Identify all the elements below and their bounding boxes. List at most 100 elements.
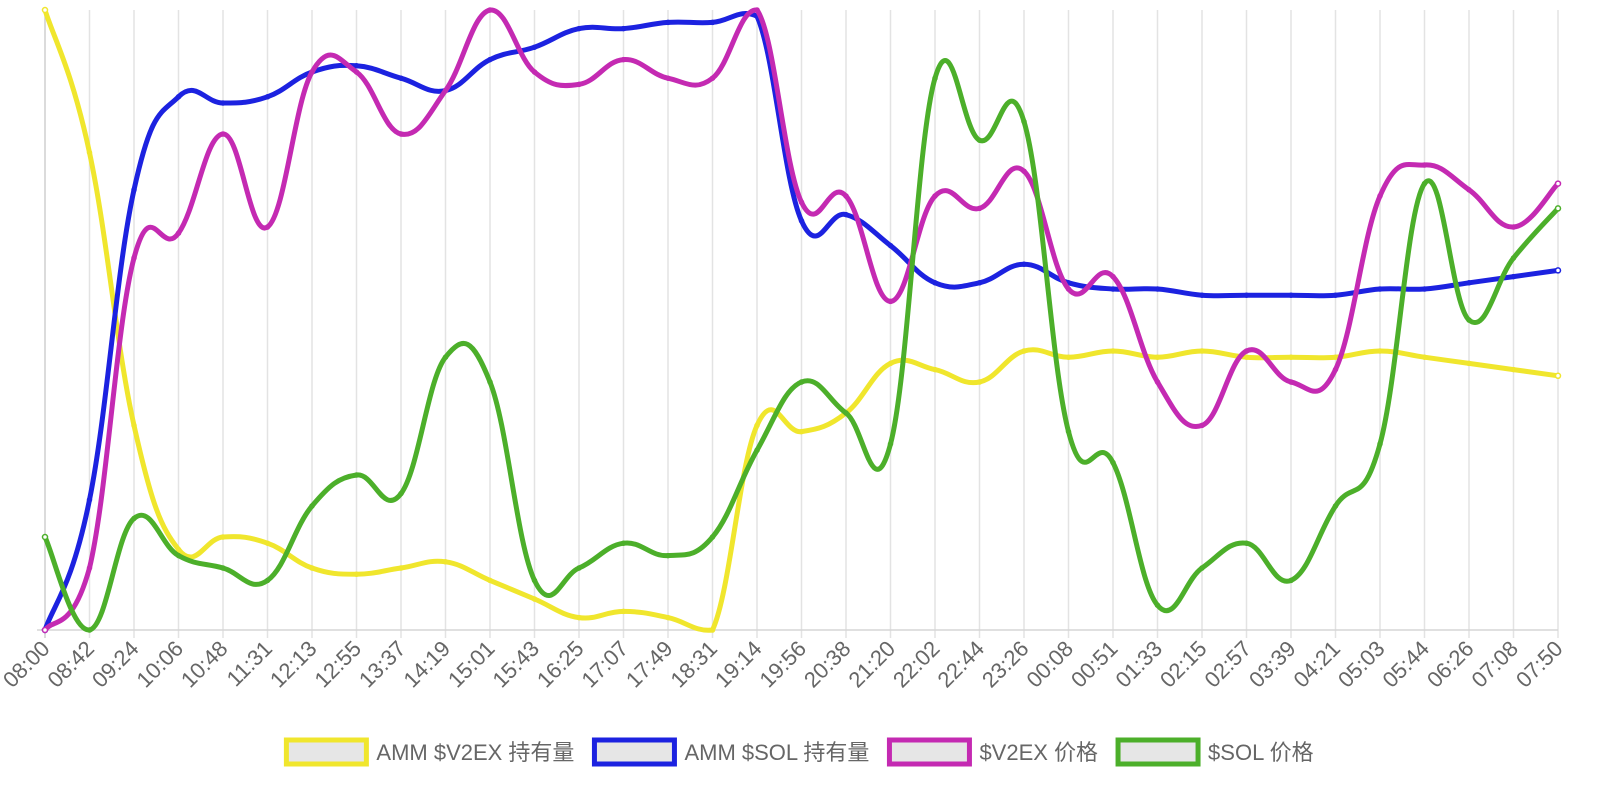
data-point-1-20 bbox=[932, 280, 938, 286]
data-point-3-21 bbox=[976, 137, 983, 143]
data-point-0-8 bbox=[398, 565, 404, 571]
data-point-3-2 bbox=[131, 515, 137, 522]
data-point-2-9 bbox=[442, 87, 449, 94]
data-point-3-12 bbox=[576, 565, 582, 571]
data-point-0-32 bbox=[1466, 360, 1472, 367]
legend-swatch-1 bbox=[591, 737, 677, 767]
data-point-0-24 bbox=[1110, 348, 1116, 354]
series-layer bbox=[41, 6, 1562, 634]
x-tick-label-12: 16:25 bbox=[532, 636, 589, 693]
data-point-0-2 bbox=[131, 422, 137, 429]
series-2 bbox=[41, 7, 1562, 634]
data-point-1-34 bbox=[1554, 267, 1562, 274]
legend-item-0: AMM $V2EX 持有量 bbox=[283, 737, 574, 767]
data-point-2-5 bbox=[264, 224, 271, 230]
data-point-2-8 bbox=[398, 131, 404, 137]
data-point-3-31 bbox=[1421, 180, 1428, 187]
x-tick-label-5: 11:31 bbox=[222, 636, 277, 691]
data-point-1-25 bbox=[1154, 286, 1161, 292]
data-point-3-0 bbox=[41, 533, 49, 541]
data-point-2-32 bbox=[1466, 187, 1472, 193]
data-point-1-19 bbox=[887, 242, 894, 249]
data-point-0-12 bbox=[576, 614, 582, 621]
data-point-1-31 bbox=[1421, 286, 1428, 292]
data-point-2-2 bbox=[131, 255, 137, 261]
data-point-3-17 bbox=[798, 379, 805, 385]
data-point-3-28 bbox=[1288, 577, 1294, 584]
legend-swatch-3 bbox=[1115, 737, 1201, 767]
x-tick-label-11: 15:43 bbox=[487, 636, 544, 693]
grid-layer bbox=[37, 10, 1559, 638]
data-point-2-13 bbox=[620, 56, 627, 63]
data-point-0-0 bbox=[41, 6, 49, 14]
data-point-0-10 bbox=[487, 577, 493, 584]
data-point-1-32 bbox=[1466, 280, 1472, 286]
data-point-1-18 bbox=[843, 211, 849, 218]
data-point-2-17 bbox=[798, 199, 805, 205]
data-point-2-12 bbox=[576, 81, 582, 88]
data-point-0-7 bbox=[353, 571, 360, 577]
data-point-1-22 bbox=[1021, 261, 1027, 267]
data-point-2-6 bbox=[309, 69, 315, 75]
x-tick-label-13: 17:07 bbox=[576, 636, 633, 693]
x-tick-label-33: 07:08 bbox=[1466, 636, 1523, 693]
x-tick-label-34: 07:50 bbox=[1511, 636, 1568, 693]
data-point-0-19 bbox=[887, 360, 894, 367]
data-point-0-6 bbox=[309, 565, 315, 571]
x-tick-label-3: 10:06 bbox=[131, 636, 188, 693]
data-point-0-1 bbox=[86, 149, 93, 156]
data-point-1-15 bbox=[709, 19, 716, 26]
series-3 bbox=[41, 57, 1562, 633]
data-point-2-23 bbox=[1065, 286, 1072, 292]
legend-item-1: AMM $SOL 持有量 bbox=[591, 737, 869, 767]
x-tick-label-22: 23:26 bbox=[977, 636, 1034, 693]
data-point-1-12 bbox=[576, 25, 582, 32]
x-axis-ticks: 08:0008:4209:2410:0610:4811:3112:1312:55… bbox=[0, 636, 1568, 693]
data-point-2-25 bbox=[1154, 379, 1161, 385]
data-point-0-26 bbox=[1199, 348, 1205, 354]
data-point-3-4 bbox=[220, 565, 226, 571]
x-tick-label-23: 00:08 bbox=[1021, 636, 1078, 693]
data-point-2-24 bbox=[1110, 273, 1116, 280]
data-point-2-21 bbox=[976, 205, 983, 212]
data-point-1-1 bbox=[86, 497, 93, 503]
data-point-1-13 bbox=[620, 25, 627, 32]
legend-label-1: AMM $SOL 持有量 bbox=[684, 740, 869, 765]
data-point-2-11 bbox=[531, 69, 538, 75]
data-point-0-33 bbox=[1510, 366, 1517, 373]
data-point-2-7 bbox=[353, 69, 360, 75]
data-point-2-1 bbox=[86, 565, 93, 571]
legend-item-3: $SOL 价格 bbox=[1115, 737, 1314, 767]
x-tick-label-8: 13:37 bbox=[354, 636, 411, 693]
data-point-3-30 bbox=[1377, 441, 1383, 447]
x-tick-label-32: 06:26 bbox=[1422, 636, 1479, 693]
data-point-3-11 bbox=[531, 577, 538, 584]
data-point-3-26 bbox=[1199, 565, 1205, 571]
data-point-2-20 bbox=[932, 193, 938, 199]
data-point-3-5 bbox=[264, 577, 271, 584]
data-point-2-30 bbox=[1377, 193, 1383, 199]
x-tick-label-19: 21:20 bbox=[843, 636, 900, 693]
x-tick-label-17: 19:56 bbox=[754, 636, 811, 693]
data-point-0-28 bbox=[1288, 354, 1294, 360]
data-point-0-4 bbox=[220, 534, 226, 540]
data-point-0-20 bbox=[932, 366, 938, 373]
data-point-1-27 bbox=[1243, 292, 1250, 298]
data-point-1-17 bbox=[798, 218, 805, 224]
data-point-1-11 bbox=[531, 44, 538, 50]
legend: AMM $V2EX 持有量 AMM $SOL 持有量 $V2EX 价格 $SOL 价格 bbox=[283, 737, 1314, 767]
x-tick-label-30: 05:03 bbox=[1333, 636, 1390, 693]
data-point-0-25 bbox=[1154, 354, 1161, 360]
data-point-1-33 bbox=[1510, 273, 1517, 280]
data-point-1-4 bbox=[220, 100, 226, 106]
series-0 bbox=[41, 6, 1562, 633]
data-point-3-33 bbox=[1510, 255, 1517, 261]
x-tick-label-24: 00:51 bbox=[1066, 636, 1123, 693]
data-point-3-22 bbox=[1021, 118, 1027, 125]
series-line-0 bbox=[42, 7, 1561, 633]
data-point-1-30 bbox=[1377, 286, 1383, 292]
data-point-1-8 bbox=[398, 75, 404, 81]
data-point-3-10 bbox=[487, 379, 493, 385]
data-point-1-3 bbox=[175, 94, 182, 100]
data-point-1-21 bbox=[976, 280, 983, 286]
